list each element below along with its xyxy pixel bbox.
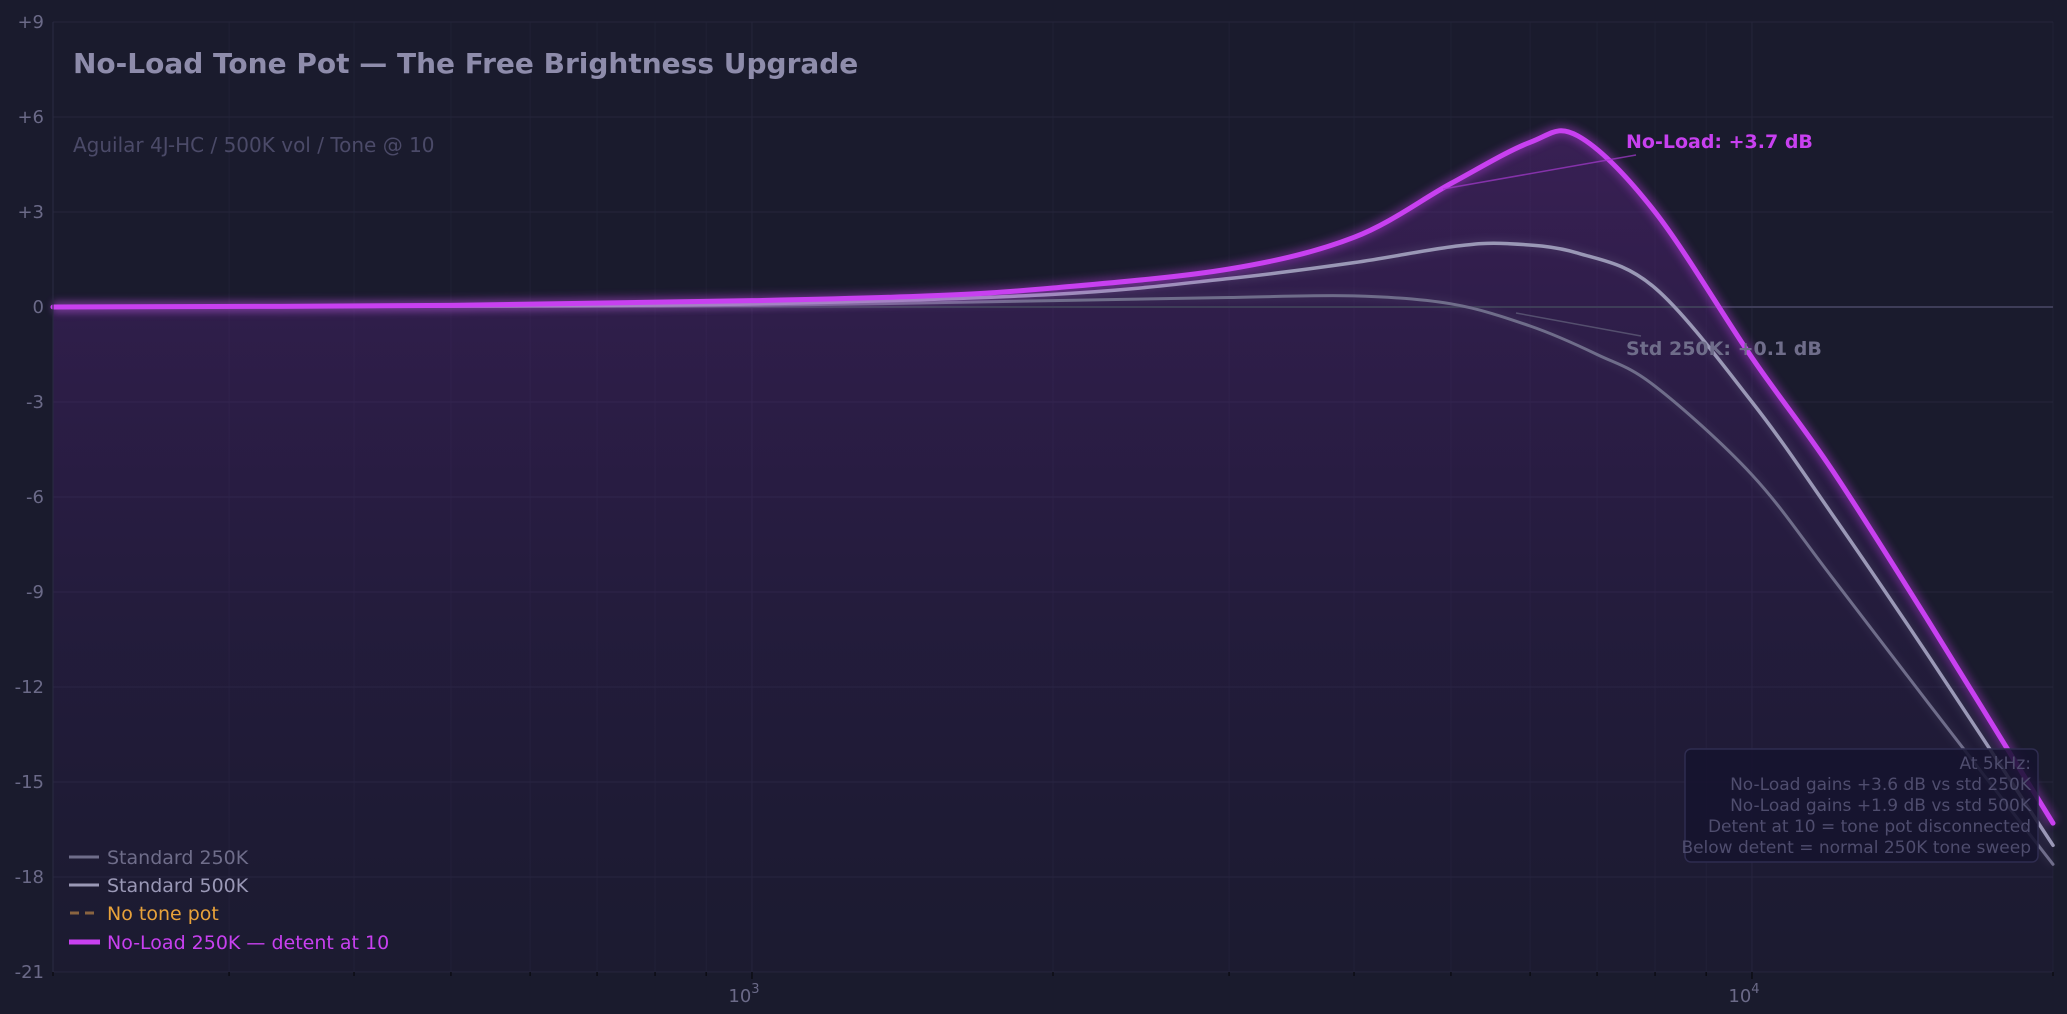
- axes: +9 +6 +3 0 -3 -6 -9 -12 -15 -18 -21 103 104: [15, 12, 2054, 1007]
- info-line: Below detent = normal 250K tone sweep: [1681, 838, 2031, 858]
- y-tick-label: -15: [15, 772, 44, 793]
- y-tick-label: +9: [17, 12, 44, 33]
- info-box: At 5kHz: No-Load gains +3.6 dB vs std 25…: [1681, 748, 2039, 863]
- info-line: No-Load gains +3.6 dB vs std 250K: [1730, 775, 2032, 795]
- series-group: [50, 124, 2059, 867]
- y-tick-label: 0: [33, 297, 44, 318]
- y-tick-label: -21: [15, 962, 44, 983]
- series-no-load-250k-detent-at-10-line: [50, 128, 2056, 826]
- y-tick-label: -18: [15, 867, 44, 888]
- annotation-leader-no-load: [1442, 154, 1637, 190]
- y-tick-label: +3: [17, 202, 44, 223]
- annotation-no-load: No-Load: +3.7 dB: [1626, 131, 1813, 153]
- y-tick-label: +6: [17, 107, 44, 128]
- info-line: No-Load gains +1.9 dB vs std 500K: [1730, 796, 2032, 816]
- chart-subtitle: Aguilar 4J-HC / 500K vol / Tone @ 10: [73, 133, 435, 157]
- y-tick-label: -6: [26, 487, 44, 508]
- info-line: Detent at 10 = tone pot disconnected: [1708, 817, 2031, 837]
- chart-title: No-Load Tone Pot — The Free Brightness U…: [73, 47, 858, 80]
- y-tick-label: -12: [15, 677, 44, 698]
- legend-label-no-tone-pot: No tone pot: [107, 903, 219, 925]
- info-line: At 5kHz:: [1960, 754, 2032, 774]
- legend-label-standard-500k: Standard 500K: [107, 875, 249, 897]
- y-tick-label: -3: [26, 392, 44, 413]
- x-tick-label: 103: [728, 982, 759, 1007]
- x-tick-label: 104: [1728, 982, 1759, 1007]
- annotations: No-Load: +3.7 dB Std 250K: +0.1 dB: [1442, 131, 1822, 360]
- annotation-std-250k: Std 250K: +0.1 dB: [1626, 338, 1822, 360]
- y-tick-label: -9: [26, 582, 44, 603]
- annotation-leader-std-250k: [1515, 312, 1642, 337]
- legend-label-no-load: No-Load 250K — detent at 10: [107, 932, 389, 954]
- legend: Standard 250K Standard 500K No tone pot …: [69, 847, 389, 954]
- legend-label-standard-250k: Standard 250K: [107, 847, 249, 869]
- no-load-fill-area: [53, 130, 2053, 973]
